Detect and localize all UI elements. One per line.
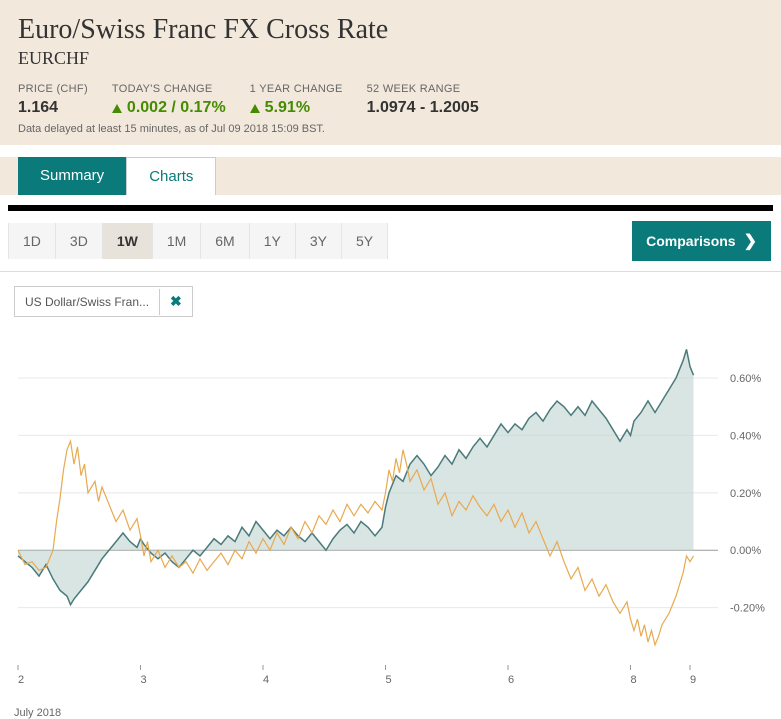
svg-text:8: 8 xyxy=(631,674,637,686)
time-range-buttons: 1D3D1W1M6M1Y3Y5Y xyxy=(8,223,388,259)
chart-container: -0.20% 0.00% 0.20% 0.40% 0.60% 2 3 4 5 6 8 9 xyxy=(0,317,781,705)
range-btn-1m[interactable]: 1M xyxy=(153,223,201,259)
range-btn-1w[interactable]: 1W xyxy=(103,223,153,259)
chart-section: 1D3D1W1M6M1Y3Y5Y Comparisons ❯ US Dollar… xyxy=(0,205,781,719)
data-delay-note: Data delayed at least 15 minutes, as of … xyxy=(18,123,763,135)
svg-text:0.20%: 0.20% xyxy=(730,488,761,500)
price-stat: PRICE (CHF) 1.164 xyxy=(18,83,88,117)
range-btn-6m[interactable]: 6M xyxy=(201,223,249,259)
arrow-up-icon xyxy=(250,104,260,113)
svg-text:-0.20%: -0.20% xyxy=(730,603,765,615)
instrument-title: Euro/Swiss Franc FX Cross Rate xyxy=(18,14,763,46)
week-range-label: 52 WEEK RANGE xyxy=(367,83,479,95)
svg-text:2: 2 xyxy=(18,674,24,686)
year-change-value: 5.91% xyxy=(250,99,343,117)
week-range-value: 1.0974 - 1.2005 xyxy=(367,99,479,117)
svg-text:0.40%: 0.40% xyxy=(730,430,761,442)
instrument-symbol: EURCHF xyxy=(18,48,763,69)
tab-summary[interactable]: Summary xyxy=(18,157,126,195)
price-chart[interactable]: -0.20% 0.00% 0.20% 0.40% 0.60% 2 3 4 5 6 8 9 xyxy=(8,325,768,705)
comparisons-button[interactable]: Comparisons ❯ xyxy=(632,221,771,261)
tabs-container: Summary Charts xyxy=(0,157,781,195)
range-btn-3y[interactable]: 3Y xyxy=(296,223,342,259)
stats-row: PRICE (CHF) 1.164 TODAY'S CHANGE 0.002 /… xyxy=(18,83,763,117)
year-change-label: 1 YEAR CHANGE xyxy=(250,83,343,95)
price-label: PRICE (CHF) xyxy=(18,83,88,95)
chevron-right-icon: ❯ xyxy=(744,231,757,251)
svg-text:6: 6 xyxy=(508,674,514,686)
svg-text:9: 9 xyxy=(690,674,696,686)
svg-text:3: 3 xyxy=(141,674,147,686)
range-btn-1d[interactable]: 1D xyxy=(8,223,56,259)
year-change-stat: 1 YEAR CHANGE 5.91% xyxy=(250,83,343,117)
tab-charts[interactable]: Charts xyxy=(126,157,216,195)
x-axis-month-label: July 2018 xyxy=(0,707,781,719)
arrow-up-icon xyxy=(112,104,122,113)
week-range-stat: 52 WEEK RANGE 1.0974 - 1.2005 xyxy=(367,83,479,117)
svg-text:0.60%: 0.60% xyxy=(730,373,761,385)
comparison-pill: US Dollar/Swiss Fran... ✖ xyxy=(14,286,193,317)
price-value: 1.164 xyxy=(18,99,88,117)
range-btn-1y[interactable]: 1Y xyxy=(250,223,296,259)
today-change-stat: TODAY'S CHANGE 0.002 / 0.17% xyxy=(112,83,226,117)
today-change-value: 0.002 / 0.17% xyxy=(112,99,226,117)
range-btn-3d[interactable]: 3D xyxy=(56,223,103,259)
main-tabs: Summary Charts xyxy=(18,157,763,195)
comparison-pill-label: US Dollar/Swiss Fran... xyxy=(15,289,160,315)
svg-text:5: 5 xyxy=(386,674,392,686)
close-icon[interactable]: ✖ xyxy=(160,287,192,316)
range-btn-5y[interactable]: 5Y xyxy=(342,223,388,259)
svg-text:4: 4 xyxy=(263,674,269,686)
today-change-label: TODAY'S CHANGE xyxy=(112,83,226,95)
range-controls-row: 1D3D1W1M6M1Y3Y5Y Comparisons ❯ xyxy=(0,211,781,272)
header-section: Euro/Swiss Franc FX Cross Rate EURCHF PR… xyxy=(0,0,781,145)
svg-text:0.00%: 0.00% xyxy=(730,545,761,557)
